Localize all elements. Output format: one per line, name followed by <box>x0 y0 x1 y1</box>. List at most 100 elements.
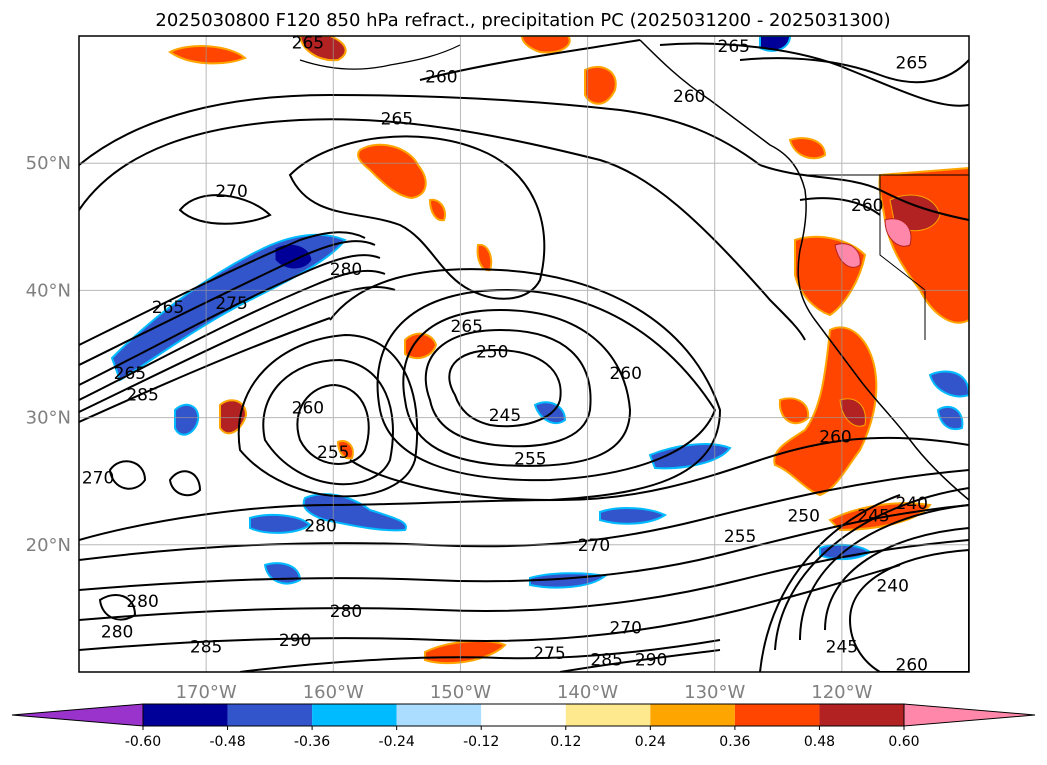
colorbar-segment <box>734 704 820 726</box>
contour-line <box>79 93 761 166</box>
colorbar-tick-label: -0.36 <box>294 734 330 750</box>
x-axis-ticks: 170°W 160°W 150°W 140°W 130°W 120°W <box>176 682 873 703</box>
contour-label: 260 <box>851 196 883 216</box>
colorbar-segment <box>312 704 397 726</box>
contour-label: 255 <box>514 449 546 469</box>
contour-line <box>79 564 901 651</box>
contour-line <box>402 308 632 467</box>
colorbar-segment <box>396 704 482 726</box>
x-tick-label: 160°W <box>303 682 364 703</box>
contour-label: 265 <box>718 37 750 57</box>
colorbar-segment <box>227 704 313 726</box>
precip-patch <box>839 398 866 427</box>
colorbar-extend-min <box>11 703 144 727</box>
contour-line <box>79 240 376 366</box>
contour-label: 275 <box>215 294 247 314</box>
colorbar-extend-max <box>903 703 1036 727</box>
contour-label: 245 <box>489 406 521 426</box>
contour-labels: 265 260 265 265 260 265 270 260 280 265 275 265 250 2… <box>82 33 928 675</box>
precip-patch <box>336 440 354 460</box>
colorbar-tick-label: 0.60 <box>888 734 919 750</box>
precip-patch <box>404 332 438 360</box>
x-tick-label: 140°W <box>557 682 618 703</box>
contour-line <box>424 328 592 448</box>
contour-line <box>79 118 806 341</box>
colorbar-tick-label: 0.36 <box>719 734 750 750</box>
contour-line <box>239 639 721 672</box>
contour-label: 265 <box>381 110 413 130</box>
colorbar-frame <box>142 703 905 727</box>
contour-label: 260 <box>425 68 457 88</box>
contour-line <box>108 460 147 490</box>
contour-line <box>79 286 396 413</box>
contour-label: 270 <box>82 468 114 488</box>
contour-line <box>739 57 969 84</box>
x-tick-label: 130°W <box>684 682 745 703</box>
precip-patch <box>302 493 407 532</box>
y-tick-label: 50°N <box>26 153 71 174</box>
contour-line <box>329 268 722 502</box>
colorbar: -0.60 -0.48 -0.36 -0.24 -0.12 0.12 0.24 0.36 0.4… <box>11 703 1036 750</box>
map-plot: 265 260 265 265 260 265 270 260 280 265 275 265 250 2… <box>78 33 970 675</box>
contour-label: 260 <box>896 655 928 675</box>
x-tick-label: 120°W <box>811 682 872 703</box>
colorbar-segment <box>481 704 566 726</box>
contour-label: 245 <box>826 638 858 658</box>
contour-label: 280 <box>304 517 336 537</box>
contour-label: 280 <box>126 592 158 612</box>
border-line <box>805 174 969 340</box>
contour-line <box>79 436 969 541</box>
precip-patch <box>648 443 732 470</box>
precip-patch <box>298 36 347 62</box>
precip-patch <box>249 513 312 534</box>
precip-patch <box>884 218 912 247</box>
contour-label: 280 <box>101 622 133 642</box>
contour-label: 265 <box>114 364 146 384</box>
contour-line <box>559 649 721 672</box>
y-tick-label: 20°N <box>26 535 71 556</box>
map-frame <box>78 35 970 673</box>
contour-line <box>79 469 969 561</box>
precip-patch <box>834 243 861 268</box>
contour-label: 260 <box>819 428 851 448</box>
precip-patch <box>174 403 200 436</box>
contour-label: 270 <box>609 618 641 638</box>
contour-label: 270 <box>215 182 247 202</box>
precip-patch <box>520 36 571 54</box>
contour-label: 250 <box>787 507 819 527</box>
refractivity-contours <box>79 39 969 672</box>
colorbar-tick-label: -0.24 <box>379 734 415 750</box>
colorbar-tick-label: 0.48 <box>804 734 835 750</box>
precip-patch <box>788 137 827 160</box>
colorbar-segment <box>819 704 904 726</box>
contour-line <box>296 383 370 465</box>
colorbar-segment <box>650 704 735 726</box>
contour-label: 280 <box>330 260 362 280</box>
precip-patch <box>357 143 427 200</box>
chart-title: 2025030800 F120 850 hPa refract., precip… <box>155 10 890 31</box>
contour-line <box>799 197 881 216</box>
colorbar-segment <box>565 704 651 726</box>
precip-patch <box>773 326 878 497</box>
y-tick-label: 40°N <box>26 280 71 301</box>
x-tick-label: 170°W <box>176 682 237 703</box>
contour-label: 240 <box>896 494 928 514</box>
colorbar-tick-label: -0.60 <box>125 734 161 750</box>
contour-line <box>79 254 381 386</box>
contour-line <box>774 487 969 651</box>
coastline <box>299 44 461 70</box>
colorbar-tick-label: -0.48 <box>209 734 245 750</box>
contour-line <box>79 504 969 591</box>
y-tick-label: 30°N <box>26 408 71 429</box>
contour-label: 250 <box>476 342 508 362</box>
contour-label: 260 <box>673 87 705 107</box>
colorbar-tick-label: 0.12 <box>550 734 581 750</box>
contour-label: 260 <box>609 364 641 384</box>
contour-line <box>178 194 272 225</box>
y-axis-ticks: 20°N 30°N 40°N 50°N <box>26 153 71 556</box>
contour-label: 285 <box>126 386 158 406</box>
precip-patch <box>584 65 617 105</box>
contour-line <box>168 470 202 497</box>
colorbar-tick-label: 0.24 <box>635 734 666 750</box>
